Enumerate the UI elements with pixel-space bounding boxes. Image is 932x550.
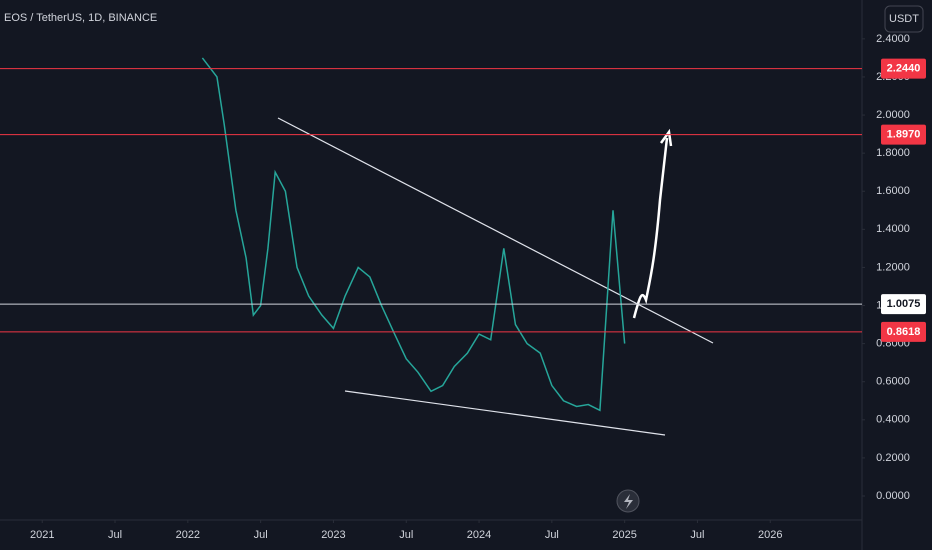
price-level-label: 1.0075 <box>887 298 921 310</box>
x-tick-label: 2026 <box>758 529 782 541</box>
lightning <box>624 494 633 509</box>
price-level-tag <box>881 124 926 145</box>
x-tick-label: 2024 <box>467 529 491 541</box>
x-tick-label: 2025 <box>612 529 636 541</box>
price-level-label: 2.2440 <box>887 62 921 74</box>
y-tick-label: 1.8000 <box>876 147 910 159</box>
currency-label[interactable]: USDT <box>889 13 919 25</box>
price-level-tag <box>881 294 926 315</box>
x-tick-label: Jul <box>254 529 268 541</box>
y-tick-label: 1.6000 <box>876 185 910 197</box>
x-tick-label: 2022 <box>176 529 200 541</box>
y-tick-label: 0.6000 <box>876 376 910 388</box>
symbol-title: EOS / TetherUS, 1D, BINANCE <box>4 12 157 24</box>
x-tick-label: Jul <box>690 529 704 541</box>
y-tick-label: 0.2000 <box>876 452 910 464</box>
y-tick-label: 0.4000 <box>876 414 910 426</box>
y-tick-label: 1.4000 <box>876 223 910 235</box>
y-tick-label: 2.4000 <box>876 33 910 45</box>
x-tick-label: Jul <box>545 529 559 541</box>
trendline-lower <box>344 390 666 436</box>
price-line <box>201 57 626 412</box>
y-tick-label: 0.0000 <box>876 490 910 502</box>
projection-arrow <box>632 137 669 319</box>
price-level-label: 1.8970 <box>887 129 921 141</box>
x-tick-label: Jul <box>108 529 122 541</box>
arrow-head <box>659 128 673 147</box>
price-level-label: 0.8618 <box>887 326 921 338</box>
y-tick-label: 2.0000 <box>876 109 910 121</box>
y-tick-label: 1.2000 <box>876 261 910 273</box>
marks: 0.00000.20000.40000.60000.80001.00001.20… <box>0 33 926 541</box>
price-level-tag <box>881 58 926 79</box>
trendline-upper <box>277 117 714 344</box>
currency-button[interactable] <box>884 5 924 33</box>
x-tick-label: 2023 <box>321 529 345 541</box>
price-level-tag <box>881 321 926 342</box>
x-tick-label: 2021 <box>30 529 54 541</box>
x-tick-label: Jul <box>399 529 413 541</box>
